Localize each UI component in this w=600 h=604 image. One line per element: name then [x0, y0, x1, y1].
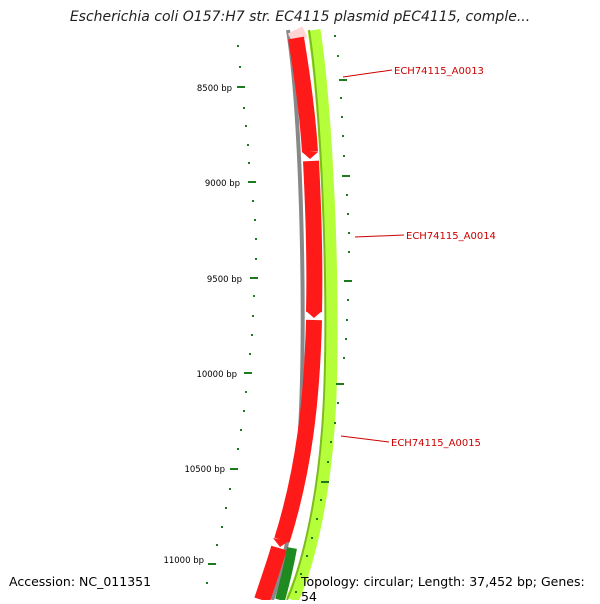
cds-segment-a0013[interactable]: [288, 36, 318, 153]
cds-arrow-a0014: [306, 311, 322, 318]
cds-segment-bottom[interactable]: [254, 545, 287, 600]
cds-segment-a0014[interactable]: [303, 160, 323, 313]
gene-label[interactable]: ECH74115_A0015: [391, 438, 481, 449]
gene-track-outer: [286, 29, 338, 600]
outer-ruler: [295, 35, 352, 593]
gene-leader-line: [340, 435, 390, 443]
gene-track-edge: [286, 29, 327, 600]
cds-track: [254, 26, 323, 600]
map-title: Escherichia coli O157:H7 str. EC4115 pla…: [69, 9, 531, 25]
ruler-label: 10500 bp: [184, 465, 225, 475]
gene-label[interactable]: ECH74115_A0014: [406, 231, 496, 242]
cds-arrow-a0013: [302, 152, 318, 159]
cds-segment-a0015[interactable]: [274, 319, 322, 543]
gene-leader-line: [354, 234, 405, 238]
gene-labels: ECH74115_A0013 ECH74115_A0014 ECH74115_A00…: [340, 66, 496, 449]
ruler-label: 8500 bp: [197, 84, 232, 94]
gene-label[interactable]: ECH74115_A0013: [394, 66, 484, 77]
inner-ruler: [206, 45, 258, 584]
ruler-label: 10000 bp: [196, 370, 237, 380]
ruler-label: 9000 bp: [205, 179, 240, 189]
ruler-labels: 8500 bp 9000 bp 9500 bp 10000 bp 10500 bp 110…: [163, 84, 242, 566]
gene-dark-bottom[interactable]: [275, 547, 297, 600]
gene-leader-line: [342, 69, 393, 78]
ruler-label: 9500 bp: [207, 275, 242, 285]
accession-label: Accession: NC_011351: [9, 574, 152, 589]
ruler-label: 11000 bp: [163, 556, 204, 566]
cds-arrow-a0015: [273, 538, 289, 547]
